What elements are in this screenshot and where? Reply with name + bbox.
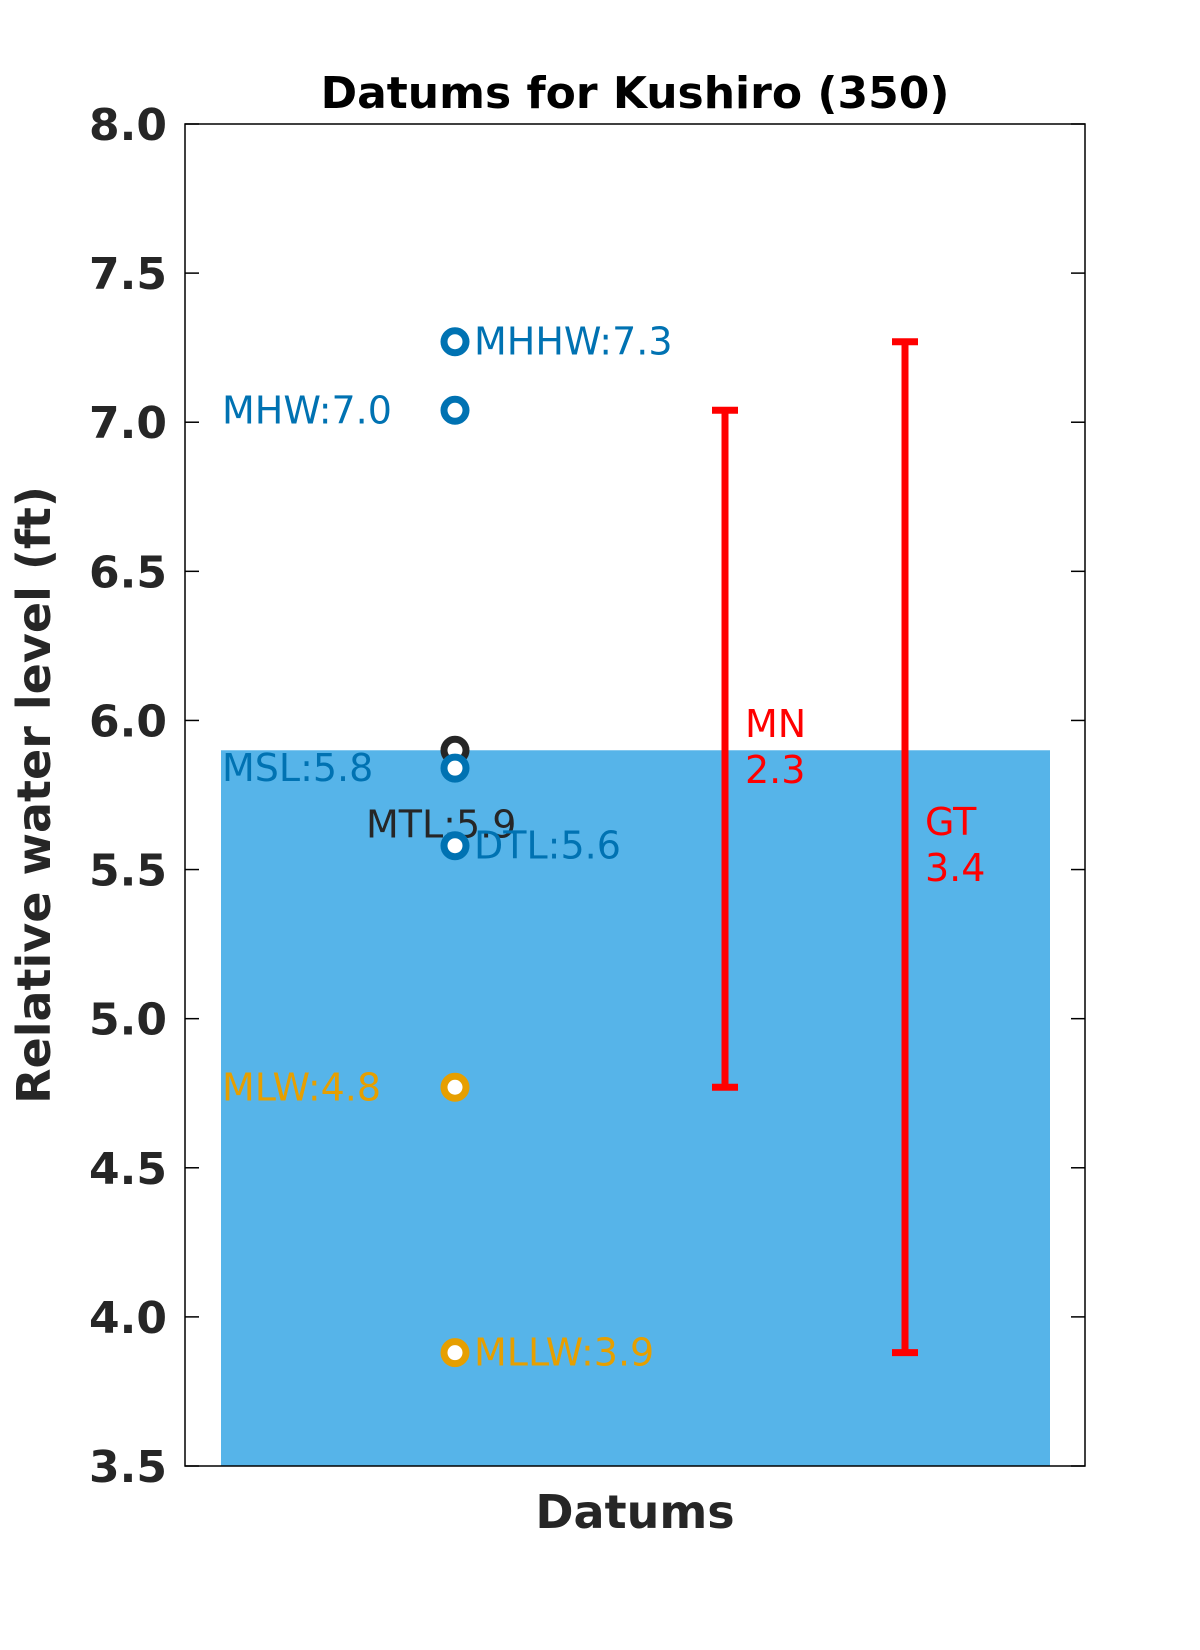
y-tick-label: 5.5 bbox=[89, 846, 167, 897]
chart-title: Datums for Kushiro (350) bbox=[321, 68, 950, 119]
datum-label-dtl: DTL:5.6 bbox=[474, 824, 621, 868]
range-name-gt: GT bbox=[925, 800, 977, 844]
y-tick-label: 6.0 bbox=[89, 696, 167, 747]
y-tick-label: 5.0 bbox=[89, 995, 167, 1046]
y-tick-label: 7.0 bbox=[89, 398, 167, 449]
y-tick-label: 8.0 bbox=[89, 100, 167, 151]
y-tick-label: 3.5 bbox=[89, 1442, 167, 1493]
plot-area: 3.5 4.0 4.5 5.0 5.5 6.0 6.5 7.0 7.5 8.0 MHHW:7.3 MH… bbox=[89, 100, 1086, 1493]
datum-label-mlw: MLW:4.8 bbox=[222, 1065, 381, 1109]
datum-label-msl: MSL:5.8 bbox=[222, 746, 373, 790]
datum-label-mhhw: MHHW:7.3 bbox=[474, 320, 673, 364]
x-axis-label: Datums bbox=[535, 1485, 734, 1539]
range-value-mn: 2.3 bbox=[745, 748, 805, 792]
y-tick-label: 4.0 bbox=[89, 1293, 167, 1344]
datum-marker-dtl bbox=[440, 831, 470, 861]
datum-label-mtl: MTL:5.9 bbox=[366, 802, 516, 846]
datum-marker-msl bbox=[440, 753, 470, 783]
datum-marker-mhhw bbox=[440, 327, 470, 357]
plot-frame bbox=[184, 123, 1086, 1467]
y-tick-label: 4.5 bbox=[89, 1144, 167, 1195]
datum-marker-mlw bbox=[440, 1072, 470, 1102]
y-tick-label: 7.5 bbox=[89, 249, 167, 300]
datum-marker-mllw bbox=[440, 1338, 470, 1368]
range-value-gt: 3.4 bbox=[925, 846, 985, 890]
y-axis-label: Relative water level (ft) bbox=[7, 486, 61, 1104]
y-tick-label: 6.5 bbox=[89, 547, 167, 598]
range-name-mn: MN bbox=[745, 702, 806, 746]
datum-marker-mhw bbox=[440, 395, 470, 425]
datum-label-mhw: MHW:7.0 bbox=[222, 388, 392, 432]
datum-label-mllw: MLLW:3.9 bbox=[474, 1331, 654, 1375]
water-level-bar bbox=[221, 750, 1050, 1466]
